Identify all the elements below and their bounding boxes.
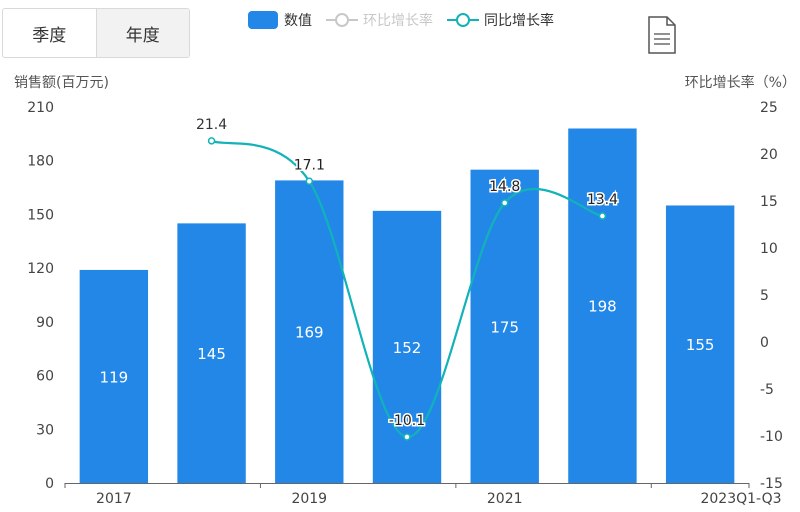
yoy-point	[598, 212, 607, 220]
yoy-value-label: 13.4	[587, 192, 618, 208]
bar-value-label: 119	[100, 368, 129, 386]
legend-label-value: 数值	[284, 13, 312, 29]
bar-value-label: 155	[686, 336, 715, 354]
bar	[275, 180, 344, 483]
y-left-tick-label: 60	[36, 369, 54, 385]
legend-item-yoy[interactable]: 同比增长率	[447, 10, 554, 30]
y-right-tick-label: -15	[760, 476, 783, 492]
x-tick-label: 2021	[487, 491, 523, 507]
bar-value-label: 198	[588, 298, 617, 316]
chart-legend: 数值 环比增长率 同比增长率	[248, 10, 568, 30]
document-icon[interactable]	[648, 16, 676, 58]
y-left-tick-label: 30	[36, 422, 54, 438]
yoy-value-label: 21.4	[196, 117, 227, 133]
bar-value-label: 152	[393, 339, 422, 357]
y-axis-right-title: 环比增长率（%）	[684, 75, 796, 91]
bar	[665, 205, 735, 483]
y-left-tick-label: 120	[27, 261, 54, 277]
bar	[470, 169, 539, 483]
y-right-tick-label: -5	[760, 382, 774, 398]
yoy-point	[305, 177, 314, 186]
x-tick-label: 2023Q1-Q3	[700, 491, 781, 507]
bar-value-label: 145	[197, 345, 226, 363]
y-axis-left-title: 销售额(百万元)	[14, 75, 109, 91]
x-tick-label: 2019	[291, 491, 327, 507]
bar-value-label: 175	[490, 318, 519, 336]
yoy-point	[500, 199, 509, 207]
x-tick-label: 2017	[96, 491, 132, 507]
yoy-value-label: 14.8	[489, 179, 520, 195]
yoy-value-label: 17.1	[294, 157, 325, 173]
y-right-tick-label: 25	[760, 100, 778, 116]
yoy-point	[403, 433, 411, 441]
bar	[79, 269, 149, 483]
bar-value-label: 169	[295, 324, 324, 342]
y-left-tick-label: 0	[45, 476, 54, 492]
legend-line-swatch-mom	[326, 13, 358, 27]
year-tab[interactable]: 年度	[95, 9, 189, 57]
y-right-tick-label: 15	[760, 194, 778, 210]
legend-item-value[interactable]: 数值	[248, 10, 312, 30]
period-toggle: 季度 年度	[2, 8, 190, 58]
y-left-tick-label: 150	[27, 207, 54, 223]
legend-label-mom: 环比增长率	[363, 13, 433, 29]
legend-item-mom[interactable]: 环比增长率	[326, 10, 433, 30]
legend-line-swatch-yoy	[447, 13, 479, 27]
y-right-tick-label: 0	[760, 335, 769, 351]
y-left-tick-label: 180	[27, 154, 54, 170]
legend-bar-swatch	[248, 11, 278, 29]
y-right-tick-label: 10	[760, 241, 778, 257]
y-right-tick-label: 20	[760, 147, 778, 163]
y-right-tick-label: 5	[760, 288, 769, 304]
legend-label-yoy: 同比增长率	[484, 13, 554, 29]
bar	[177, 223, 246, 483]
quarter-tab[interactable]: 季度	[32, 25, 67, 46]
yoy-value-label: -10.1	[389, 413, 425, 429]
bar	[568, 128, 637, 483]
y-right-tick-label: -10	[760, 429, 783, 445]
y-left-tick-label: 90	[36, 315, 54, 331]
yoy-point	[207, 137, 216, 145]
y-left-tick-label: 210	[27, 100, 54, 116]
